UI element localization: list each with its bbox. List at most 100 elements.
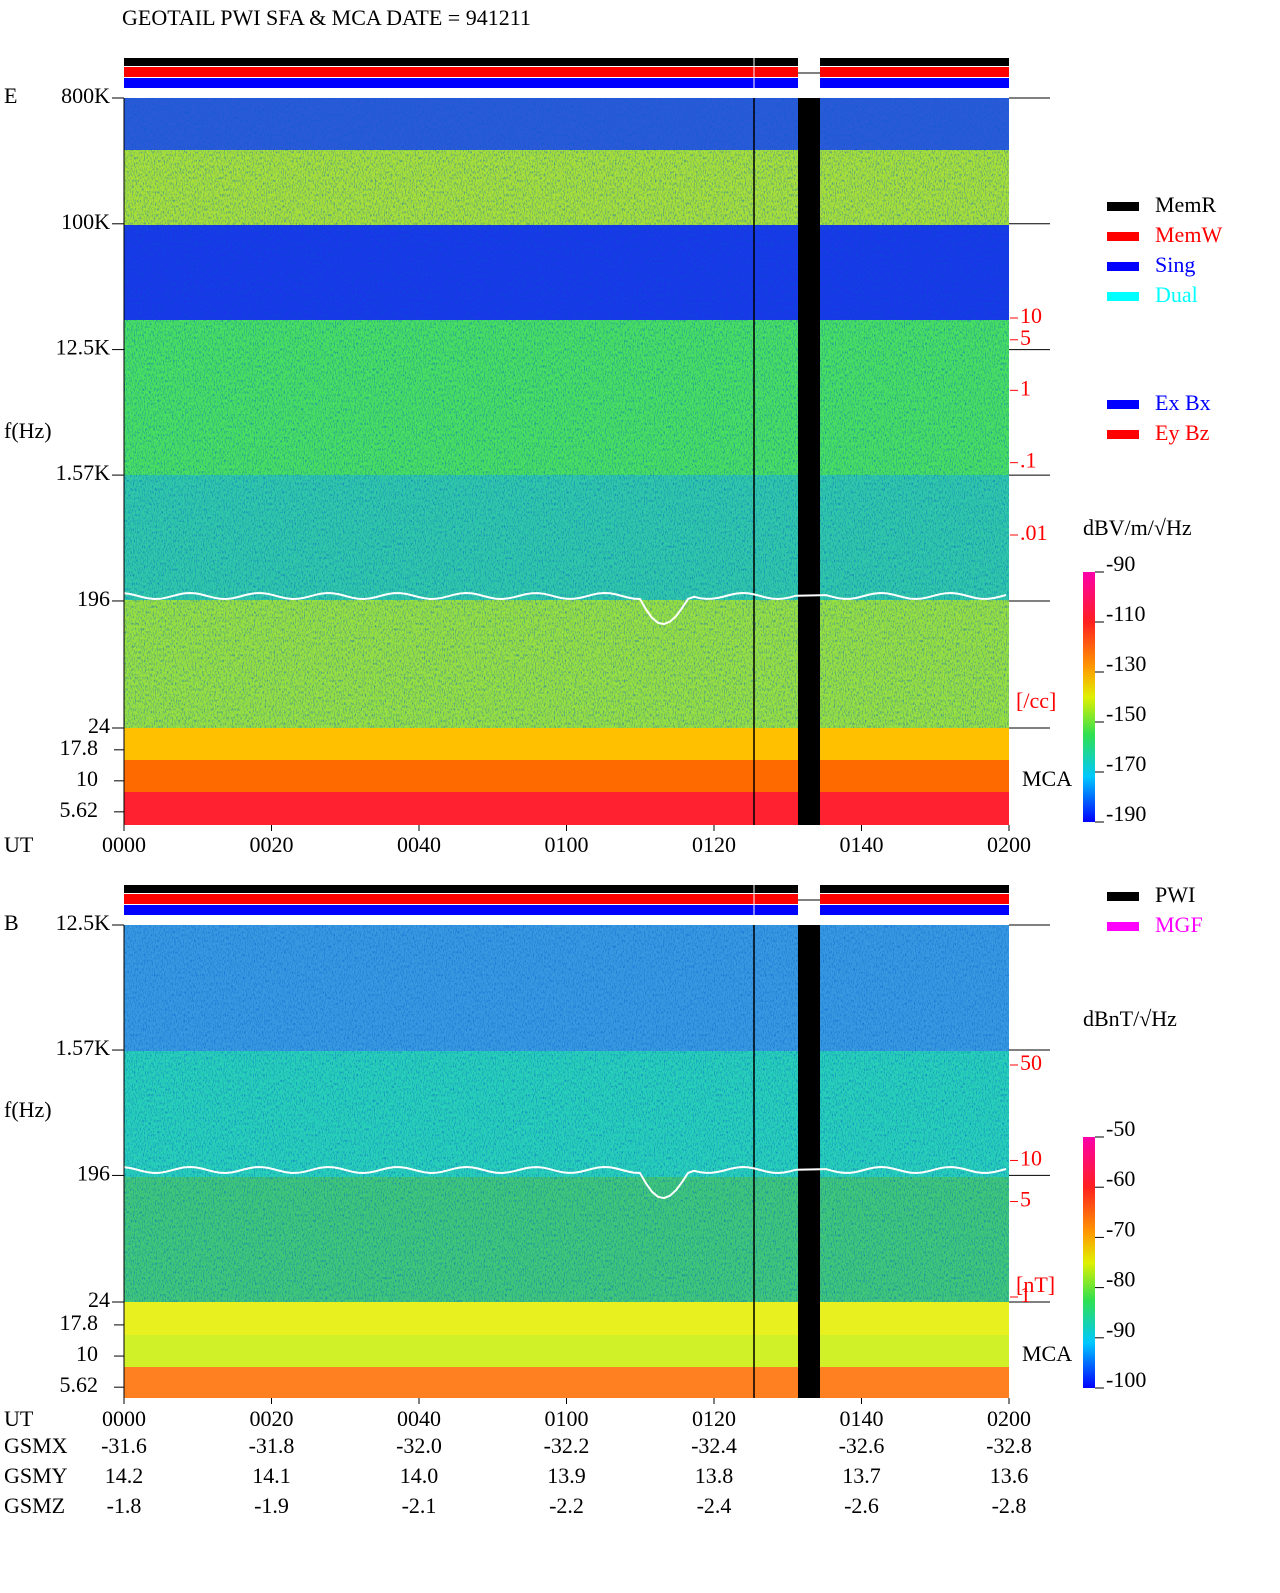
density-label: [nT] [1016,1272,1055,1297]
y-tick-label: 12.5K [56,335,111,360]
legend-label: Sing [1155,252,1195,277]
colorbar-tick-label: -90 [1106,551,1135,576]
y-tick-label: 24 [88,713,110,738]
orbit-value: -32.4 [691,1433,737,1458]
colorbar [1083,572,1095,822]
orbit-value: -2.4 [697,1493,732,1518]
orbit-value: -2.6 [844,1493,879,1518]
status-bar [124,78,1009,88]
legend-label: Ey Bz [1155,420,1210,445]
legend-swatch [1107,292,1139,301]
orbit-value: -1.9 [254,1493,289,1518]
legend-swatch [1107,400,1139,409]
y-tick-label: 196 [77,1160,110,1185]
x-tick-label: 0040 [397,1406,441,1431]
status-bar [124,67,1009,77]
x-tick-label: 0000 [102,1406,146,1431]
legend-swatch [1107,892,1139,901]
colorbar-tick-label: -50 [1106,1116,1135,1141]
legend-label: Dual [1155,282,1198,307]
density-tick-label: .01 [1020,520,1048,545]
orbit-value: 13.8 [695,1463,734,1488]
x-tick-label: 0120 [692,832,736,857]
density-tick-label: .1 [1020,448,1037,473]
mca-tick-label: 5.62 [60,1372,99,1397]
status-bar [124,58,1009,66]
legend-label: MemW [1155,222,1222,247]
orbit-value: -2.1 [402,1493,437,1518]
panel-label: E [4,83,17,108]
orbit-row-label: GSMZ [4,1493,65,1518]
spectrogram-band [124,1302,1009,1335]
mca-label: MCA [1022,766,1072,791]
legend-label: MGF [1155,912,1203,937]
x-tick-label: 0100 [545,1406,589,1431]
page-title: GEOTAIL PWI SFA & MCA DATE = 941211 [122,5,531,30]
orbit-value: 13.6 [990,1463,1029,1488]
colorbar-tick-label: -80 [1106,1267,1135,1292]
legend-label: MemR [1155,192,1216,217]
status-bar [124,905,1009,915]
legend-swatch [1107,430,1139,439]
orbit-value: -2.8 [992,1493,1027,1518]
spectrogram-noise [124,925,1009,1302]
x-tick-label: 0200 [987,832,1031,857]
y-axis-label: f(Hz) [4,418,52,443]
colorbar-tick-label: -110 [1106,601,1146,626]
x-tick-label: 0000 [102,832,146,857]
colorbar-tick-label: -90 [1106,1317,1135,1342]
density-tick-label: 5 [1020,325,1031,350]
density-tick-label: 1 [1020,375,1031,400]
orbit-value: -31.6 [101,1433,147,1458]
colorbar-tick-label: -70 [1106,1216,1135,1241]
orbit-row-label: GSMY [4,1463,68,1488]
colorbar-tick-label: -60 [1106,1166,1135,1191]
spectrogram-band [124,1367,1009,1398]
orbit-value: -32.2 [544,1433,590,1458]
mca-tick-label: 10 [76,766,98,791]
y-tick-label: 100K [61,209,110,234]
orbit-value: -32.6 [839,1433,885,1458]
x-axis-label: UT [4,1406,34,1431]
colorbar-label: dBnT/√Hz [1083,1006,1177,1031]
spectrogram-band [124,792,1009,825]
legend-swatch [1107,262,1139,271]
colorbar-tick-label: -100 [1106,1367,1146,1392]
orbit-row-label: GSMX [4,1433,68,1458]
spectrogram-band [124,728,1009,760]
plasma-line [123,591,1007,626]
spectrogram-band [124,1335,1009,1367]
x-tick-label: 0020 [250,1406,294,1431]
mca-tick-label: 10 [76,1341,98,1366]
x-tick-label: 0200 [987,1406,1031,1431]
density-tick-label: 10 [1020,1145,1042,1170]
density-tick-label: 50 [1020,1050,1042,1075]
x-tick-label: 0120 [692,1406,736,1431]
mca-label: MCA [1022,1341,1072,1366]
orbit-value: 13.9 [547,1463,586,1488]
y-tick-label: 24 [88,1287,110,1312]
density-tick-label: 10 [1020,303,1042,328]
y-tick-label: 800K [61,83,110,108]
x-tick-label: 0140 [840,1406,884,1431]
orbit-value: 14.0 [400,1463,439,1488]
legend-swatch [1107,232,1139,241]
status-bar [124,885,1009,893]
colorbar-label: dBV/m/√Hz [1083,515,1192,540]
legend-label: Ex Bx [1155,390,1211,415]
colorbar-tick-label: -190 [1106,801,1146,826]
mca-tick-label: 17.8 [60,735,99,760]
mca-tick-label: 5.62 [60,797,99,822]
spectrogram-band [124,760,1009,792]
y-axis-label: f(Hz) [4,1097,52,1122]
orbit-value: -1.8 [107,1493,142,1518]
y-tick-label: 1.57K [56,460,111,485]
orbit-value: -31.8 [249,1433,295,1458]
density-label: [/cc] [1016,688,1056,713]
colorbar-tick-label: -150 [1106,701,1146,726]
colorbar [1083,1137,1095,1388]
orbit-value: -32.0 [396,1433,442,1458]
status-bar [124,894,1009,904]
y-tick-label: 1.57K [56,1035,111,1060]
